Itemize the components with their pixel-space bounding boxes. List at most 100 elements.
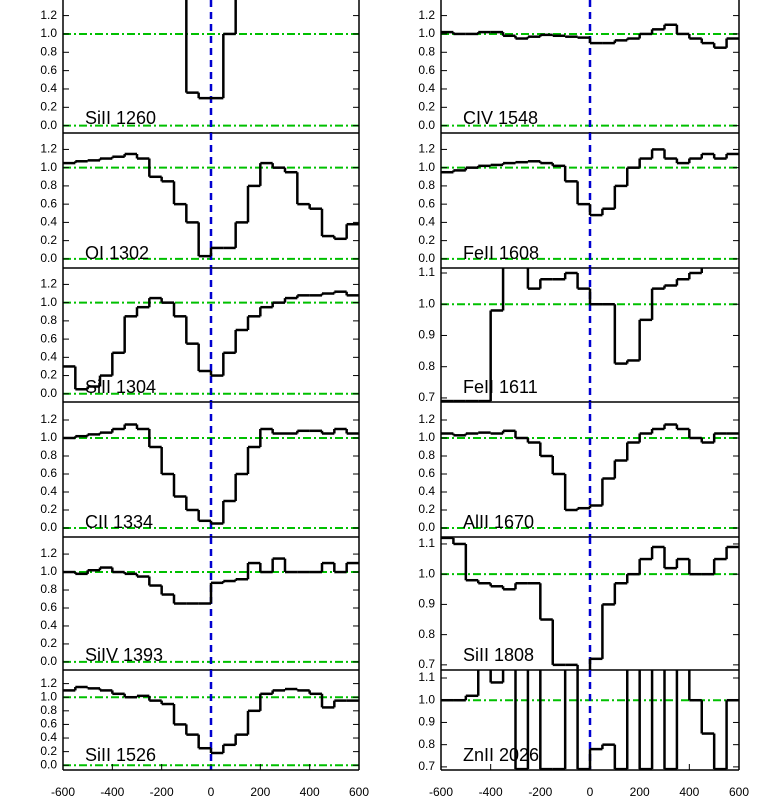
panel: 0.0 0.2 0.4 0.6 0.8 1.0 1.2 AlII 1670 bbox=[418, 402, 740, 538]
y-tick-label: 0.0 bbox=[40, 251, 57, 265]
y-tick-label: 0.7 bbox=[418, 657, 435, 671]
y-tick-label: 0.6 bbox=[40, 331, 57, 345]
y-tick-label: 0.0 bbox=[40, 520, 57, 534]
x-tick-label: -600 bbox=[429, 785, 453, 799]
y-tick-label: 0.8 bbox=[40, 313, 57, 327]
step-riser bbox=[74, 291, 348, 390]
step-profile bbox=[185, 0, 237, 100]
step-profile bbox=[441, 423, 739, 512]
y-tick-label: 1.0 bbox=[40, 160, 57, 174]
panel: 0.7 0.8 0.9 1.0 1.1 SiII 1808 bbox=[418, 536, 740, 671]
x-tick-label: 400 bbox=[679, 785, 699, 799]
panel: 0.0 0.2 0.4 0.6 0.8 1.0 1.2 SiII 1304 bbox=[40, 268, 360, 403]
y-tick-label: 0.8 bbox=[418, 44, 435, 58]
y-tick-label: 0.8 bbox=[418, 359, 435, 373]
x-tick-label: 0 bbox=[587, 785, 594, 799]
y-tick-label: 0.2 bbox=[40, 99, 57, 113]
x-tick-label: -600 bbox=[51, 785, 75, 799]
y-tick-label: 1.2 bbox=[418, 412, 435, 426]
panel: 0.00.20.40.60.81.01.2 -600 -400 -200 0 200 400… bbox=[40, 670, 369, 799]
panel-label: FeII 1608 bbox=[463, 243, 539, 263]
panel-label: AlII 1670 bbox=[463, 512, 534, 532]
x-tick-label: 600 bbox=[729, 785, 749, 799]
y-tick-label: 0.4 bbox=[418, 81, 435, 95]
y-tick-label: 0.7 bbox=[418, 759, 435, 773]
y-tick-label: 0.6 bbox=[40, 600, 57, 614]
y-tick-label: 0.2 bbox=[40, 502, 57, 516]
y-tick-label: 1.0 bbox=[418, 430, 435, 444]
y-tick-label: 0.0 bbox=[418, 118, 435, 132]
y-tick-label: 1.0 bbox=[40, 295, 57, 309]
panel: 0.0 0.2 0.4 0.6 0.8 1.0 1.2 CII 1334 bbox=[40, 402, 360, 538]
y-tick-label: 0.0 bbox=[418, 520, 435, 534]
panel-label: SiII 1304 bbox=[85, 377, 156, 397]
y-tick-label: 0.4 bbox=[40, 618, 57, 632]
x-tick-label: -200 bbox=[150, 785, 174, 799]
panel-label: CII 1334 bbox=[85, 512, 153, 532]
y-tick-label: 0.8 bbox=[418, 627, 435, 641]
panel-label: SiIV 1393 bbox=[85, 645, 163, 665]
y-tick-label: 0.4 bbox=[40, 350, 57, 364]
y-tick-label: 1.2 bbox=[40, 412, 57, 426]
y-tick-label: 0.4 bbox=[40, 730, 57, 744]
y-tick-label: 0.4 bbox=[40, 215, 57, 229]
step-profile bbox=[63, 423, 359, 525]
y-tick-label: 0.0 bbox=[418, 251, 435, 265]
panel-label: SiII 1808 bbox=[463, 645, 534, 665]
y-tick-label: 1.0 bbox=[418, 26, 435, 40]
y-tick-label: 0.0 bbox=[40, 757, 57, 771]
y-tick-label: 0.6 bbox=[418, 63, 435, 77]
step-profile bbox=[63, 290, 359, 391]
y-tick-label: 0.4 bbox=[418, 484, 435, 498]
y-tick-label: 0.8 bbox=[418, 178, 435, 192]
step-profile bbox=[441, 537, 739, 670]
step-riser bbox=[74, 558, 348, 604]
y-tick-label: 0.2 bbox=[40, 636, 57, 650]
panel-label: FeII 1611 bbox=[463, 377, 538, 397]
y-tick-label: 0.6 bbox=[418, 196, 435, 210]
x-tick-label: 600 bbox=[349, 785, 369, 799]
y-tick-label: 1.0 bbox=[418, 296, 435, 310]
y-tick-label: 0.2 bbox=[418, 99, 435, 113]
step-profile bbox=[441, 268, 727, 402]
step-profile bbox=[441, 23, 739, 49]
y-tick-label: 1.1 bbox=[418, 670, 435, 684]
y-tick-label: 1.0 bbox=[40, 564, 57, 578]
y-tick-label: 1.0 bbox=[40, 430, 57, 444]
y-tick-label: 0.6 bbox=[40, 63, 57, 77]
panel: 0.0 0.2 0.4 0.6 0.8 1.0 1.2 OI 1302 bbox=[40, 133, 360, 269]
y-tick-label: 0.8 bbox=[418, 737, 435, 751]
panel-label: CIV 1548 bbox=[463, 108, 538, 128]
x-tick-label: 200 bbox=[630, 785, 650, 799]
step-riser bbox=[452, 424, 716, 510]
x-tick-label: -400 bbox=[100, 785, 124, 799]
y-tick-label: 0.8 bbox=[40, 582, 57, 596]
y-tick-label: 0.2 bbox=[40, 233, 57, 247]
x-tick-label: 0 bbox=[208, 785, 215, 799]
y-tick-label: 1.1 bbox=[418, 536, 435, 550]
y-tick-label: 0.0 bbox=[40, 654, 57, 668]
step-riser bbox=[185, 0, 237, 99]
step-profile bbox=[441, 148, 739, 217]
step-riser bbox=[464, 670, 728, 770]
panel: 0.0 0.2 0.4 0.6 0.8 1.0 1.2 SiII 1260 bbox=[40, 0, 360, 134]
y-tick-label: 0.9 bbox=[418, 715, 435, 729]
y-tick-label: 1.2 bbox=[40, 142, 57, 156]
y-tick-label: 1.2 bbox=[40, 546, 57, 560]
y-tick-label: 0.8 bbox=[40, 448, 57, 462]
y-tick-label: 0.9 bbox=[418, 328, 435, 342]
panel: 0.7 0.8 0.9 1.0 1.1 FeII 1611 bbox=[418, 265, 740, 404]
y-tick-label: 0.2 bbox=[418, 233, 435, 247]
panel-label: SiII 1526 bbox=[85, 745, 156, 765]
step-profile bbox=[63, 152, 359, 258]
y-tick-label: 0.0 bbox=[40, 118, 57, 132]
x-tick-label: -400 bbox=[479, 785, 503, 799]
panel: 0.0 0.2 0.4 0.6 0.8 1.0 1.2 FeII 1608 bbox=[418, 133, 740, 269]
panel-label: SiII 1260 bbox=[85, 108, 156, 128]
x-tick-label: -200 bbox=[528, 785, 552, 799]
x-tick-label: 400 bbox=[300, 785, 320, 799]
panel: 0.0 0.2 0.4 0.6 0.8 1.0 1.2 CIV 1548 bbox=[418, 0, 740, 134]
